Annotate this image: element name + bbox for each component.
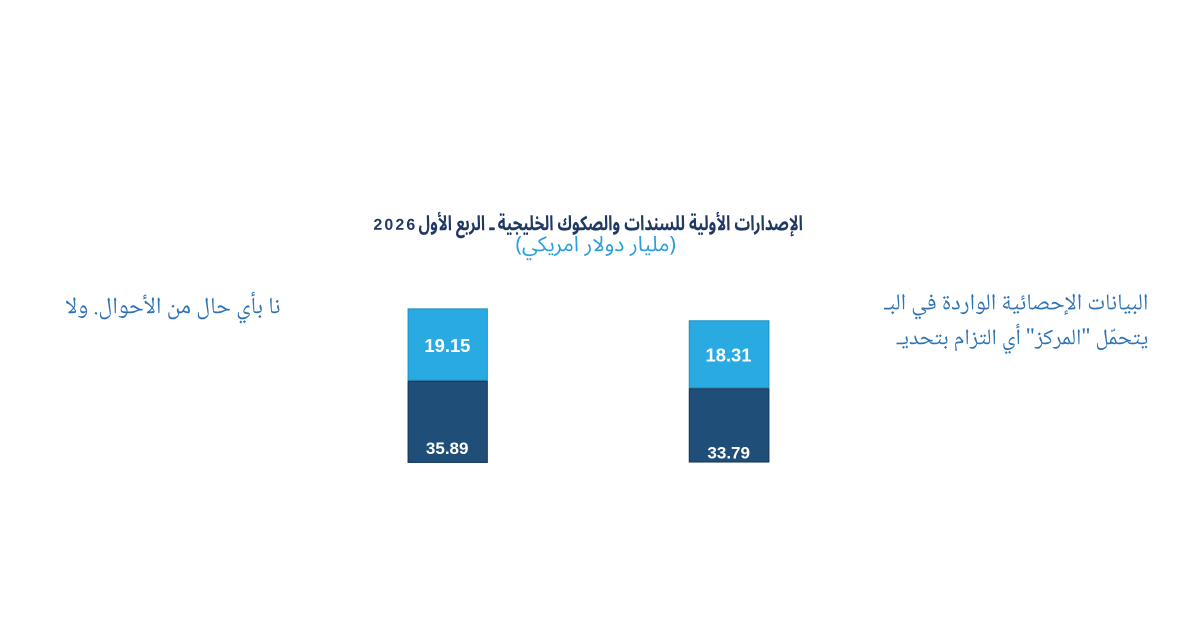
svg-text:35.89: 35.89 xyxy=(426,439,469,458)
svg-text:33.79: 33.79 xyxy=(707,443,750,462)
svg-text:19.15: 19.15 xyxy=(424,336,470,356)
svg-text:18.31: 18.31 xyxy=(706,345,752,365)
